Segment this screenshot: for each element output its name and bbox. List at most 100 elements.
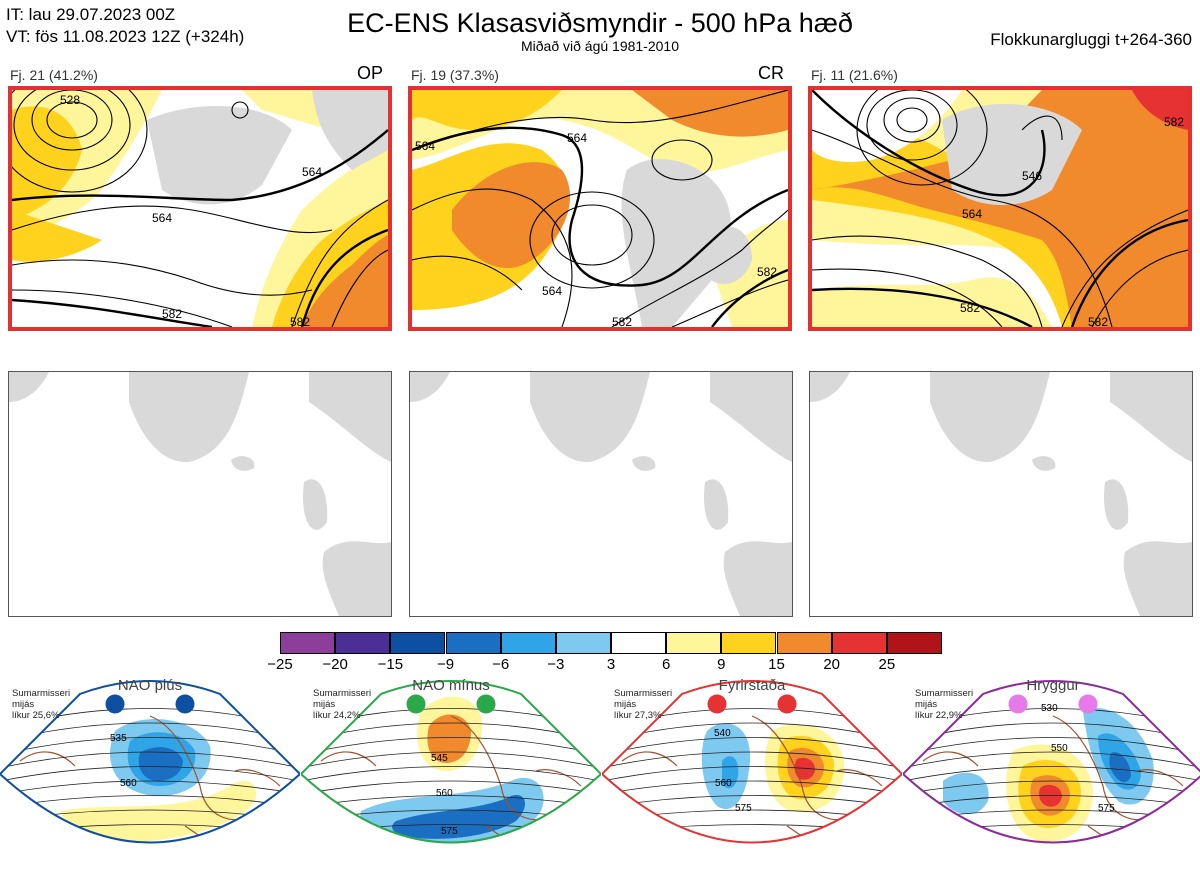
regime-note-line: líkur 24,2% bbox=[313, 710, 361, 721]
cluster-map-3[interactable]: 546 564 582 582 582 bbox=[808, 86, 1192, 331]
panel-2-contour-label: 564 bbox=[415, 139, 435, 153]
regime-outline bbox=[0, 680, 300, 844]
regime-title: Fyrirstaða bbox=[718, 677, 786, 694]
regime-note-line: Sumarmisseri bbox=[614, 688, 673, 699]
regime-contour-label: 530 bbox=[1041, 703, 1058, 714]
regime-note-line: líkur 25,6% bbox=[12, 710, 60, 721]
regime-contour-label: 575 bbox=[735, 803, 752, 814]
colorbar-swatch bbox=[721, 632, 777, 654]
regime-note-line: mijás bbox=[915, 699, 938, 710]
regime-row: 535 560 NAO plús Sumarmisseri mijás líkur 25,… bbox=[0, 676, 1200, 871]
colorbar-tick-label: 6 bbox=[661, 656, 671, 673]
regime-note-line: líkur 22,9% bbox=[915, 710, 963, 721]
regime-outline bbox=[301, 680, 601, 844]
regime-contour-label: 540 bbox=[714, 728, 731, 739]
regime-contour-label: 575 bbox=[441, 826, 458, 837]
panel-2-tag: CR bbox=[758, 63, 784, 83]
regime-map-4: 530 550 575 bbox=[903, 680, 1200, 844]
regime-note: Sumarmisseri mijás líkur 22,9% bbox=[915, 688, 973, 721]
panel-2-contour-label: 564 bbox=[542, 284, 562, 298]
regime-title: NAO mínus bbox=[412, 677, 490, 694]
panel-1-contour-label: 564 bbox=[302, 165, 322, 179]
colorbar-tick-label: −3 bbox=[547, 656, 565, 673]
panel-2-contour-label: 564 bbox=[567, 131, 587, 145]
colorbar-tick-label: 25 bbox=[878, 656, 896, 673]
regime-marker-dot bbox=[707, 694, 727, 714]
regime-note-line: mijás bbox=[313, 699, 336, 710]
colorbar-swatch bbox=[445, 632, 501, 654]
colorbar-tick-label: −15 bbox=[377, 656, 404, 673]
colorbar-swatch bbox=[500, 632, 556, 654]
colorbar-swatch bbox=[280, 632, 336, 654]
empty-map-2 bbox=[409, 371, 793, 617]
colorbar-ticks: −25 −20 −15 −9 −6 −3 3 6 9 15 20 25 bbox=[0, 656, 1200, 676]
regime-title: NAO plús bbox=[117, 677, 183, 694]
cluster-map-1-svg: 528 564 564 582 582 bbox=[12, 90, 388, 327]
colorbar-swatch bbox=[831, 632, 887, 654]
panel-3-contour-label: 564 bbox=[962, 207, 982, 221]
empty-map-1 bbox=[8, 371, 392, 617]
regime-note-line: Sumarmisseri bbox=[915, 688, 974, 699]
colorbar-tick-label: 20 bbox=[823, 656, 840, 673]
regime-map-3: 540 560 575 bbox=[602, 680, 902, 844]
panel-3-contour-label: 546 bbox=[1022, 169, 1042, 183]
init-time-text: IT: lau 29.07.2023 00Z bbox=[6, 5, 176, 24]
regime-marker-dot bbox=[1008, 694, 1028, 714]
header-left: IT: lau 29.07.2023 00Z VT: fös 11.08.202… bbox=[6, 4, 244, 48]
regime-marker-dot bbox=[175, 694, 195, 714]
regime-map-2: 545 560 575 bbox=[301, 680, 601, 844]
colorbar-swatch bbox=[666, 632, 722, 654]
regime-outline bbox=[602, 680, 902, 844]
colorbar-tick-label: −25 bbox=[267, 656, 293, 673]
regime-contour-label: 560 bbox=[436, 788, 453, 799]
regime-note-line: líkur 27,3% bbox=[614, 710, 662, 721]
cluster-map-1[interactable]: 528 564 564 582 582 bbox=[8, 86, 392, 331]
regime-note: Sumarmisseri mijás líkur 24,2% bbox=[313, 688, 371, 721]
cluster-map-2[interactable]: 564 564 564 582 582 bbox=[408, 86, 792, 331]
colorbar bbox=[280, 632, 942, 654]
colorbar-tick-label: 3 bbox=[606, 656, 616, 673]
panel-1-tag: OP bbox=[357, 63, 384, 83]
panel-2-contour-label: 582 bbox=[612, 315, 632, 327]
page-subtitle: Miðað við ágú 1981-2010 bbox=[520, 38, 679, 54]
regime-marker-dot bbox=[1078, 694, 1098, 714]
regime-contour-label: 560 bbox=[715, 778, 732, 789]
colorbar-tick-label: −9 bbox=[436, 656, 455, 673]
regime-map-1: 535 560 bbox=[0, 680, 300, 844]
regime-marker-dot bbox=[476, 694, 496, 714]
panel-3-contour-label: 582 bbox=[960, 301, 980, 315]
page-title: EC-ENS Klasasviðsmyndir - 500 hPa hæð bbox=[347, 8, 853, 38]
regime-note-line: mijás bbox=[12, 699, 35, 710]
colorbar-tick-label: 15 bbox=[768, 656, 785, 673]
panel-3-label: Fj. 11 (21.6%) bbox=[811, 67, 898, 83]
panel-2-label: Fj. 19 (37.3%) bbox=[411, 67, 499, 83]
panel-1-contour-label: 564 bbox=[152, 211, 172, 225]
regime-marker-dot bbox=[105, 694, 125, 714]
regime-contour-label: 575 bbox=[1098, 803, 1115, 814]
colorbar-swatch bbox=[886, 632, 942, 654]
panel-3-contour-label: 582 bbox=[1088, 315, 1108, 327]
regime-marker-dot bbox=[777, 694, 797, 714]
colorbar-tick-label: 9 bbox=[717, 656, 726, 673]
cluster-map-2-svg: 564 564 564 582 582 bbox=[412, 90, 788, 327]
colorbar-swatch bbox=[390, 632, 446, 654]
cluster-map-3-svg: 546 564 582 582 582 bbox=[812, 90, 1188, 327]
regime-title: Hryggur bbox=[1026, 677, 1080, 694]
valid-time-text: VT: fös 11.08.2023 12Z (+324h) bbox=[6, 27, 245, 46]
classification-window-text: Flokkunargluggi t+264-360 bbox=[990, 30, 1192, 49]
colorbar-tick-label: −6 bbox=[492, 656, 510, 673]
colorbar-swatch bbox=[611, 632, 667, 654]
regime-contour-label: 550 bbox=[1051, 743, 1068, 754]
colorbar-swatch bbox=[776, 632, 832, 654]
empty-map-1-svg bbox=[9, 372, 391, 616]
regime-outline bbox=[903, 680, 1200, 844]
colorbar-tick-label: −20 bbox=[322, 656, 348, 673]
empty-map-3-svg bbox=[810, 372, 1192, 616]
panel-1-contour-label: 528 bbox=[60, 93, 80, 107]
panel-2-contour-label: 582 bbox=[757, 265, 777, 279]
regime-contour-label: 535 bbox=[110, 733, 127, 744]
colorbar-swatch bbox=[555, 632, 611, 654]
empty-map-3 bbox=[809, 371, 1193, 617]
regime-note-line: Sumarmisseri bbox=[313, 688, 372, 699]
colorbar-swatch bbox=[335, 632, 391, 654]
